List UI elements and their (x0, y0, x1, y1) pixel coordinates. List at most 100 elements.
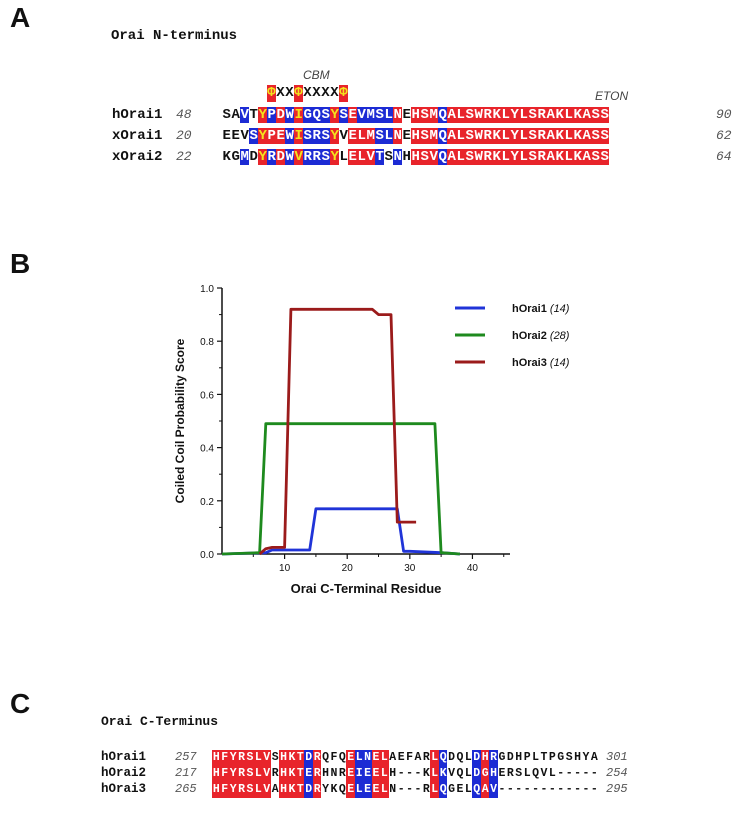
legend-label-hOrai1: hOrai1 (14) (512, 303, 570, 315)
seq-name: xOrai2 (112, 149, 163, 165)
residue: H (411, 149, 421, 165)
residue: L (564, 107, 574, 123)
residue: L (456, 107, 466, 123)
residue: W (285, 107, 295, 123)
residue: T (296, 782, 305, 798)
residue: Q (438, 750, 448, 766)
residue: Y (258, 149, 268, 165)
motif-phi: Φ (267, 85, 276, 102)
residue: S (465, 128, 475, 144)
residue: - (557, 783, 565, 796)
residue: L (380, 750, 389, 766)
residue: Y (330, 149, 340, 165)
residue: - (406, 767, 413, 780)
seq-end: 301 (606, 750, 628, 764)
residue: E (348, 149, 358, 165)
residue: L (254, 782, 263, 798)
residue: R (267, 149, 277, 165)
residue: G (303, 107, 313, 123)
residue: R (537, 149, 547, 165)
residue: V (339, 128, 348, 144)
residue: H (212, 750, 221, 766)
residue: G (448, 783, 455, 796)
residue: K (555, 149, 565, 165)
residue: L (501, 128, 511, 144)
residue: L (532, 751, 539, 764)
residue: S (528, 107, 538, 123)
residue: D (276, 107, 286, 123)
residue: T (296, 750, 305, 766)
residue: S (321, 107, 331, 123)
residue: S (321, 128, 331, 144)
residue: K (222, 149, 231, 165)
panel-c-letter: C (10, 688, 31, 719)
residue: M (366, 128, 376, 144)
residue: K (555, 128, 565, 144)
residue: R (271, 767, 279, 780)
residue: H (411, 128, 421, 144)
residue: P (267, 107, 277, 123)
residue: N (393, 128, 403, 144)
residue: W (474, 149, 484, 165)
residue: N (363, 750, 372, 766)
residue: A (590, 751, 598, 764)
residue: Q (312, 107, 322, 123)
residue: T (249, 107, 258, 123)
motif-x: X (321, 85, 330, 101)
seq-name: xOrai1 (112, 128, 163, 144)
seq-name: hOrai1 (112, 107, 163, 123)
residue: - (590, 783, 598, 796)
residue: L (519, 149, 529, 165)
seq-end: 64 (716, 149, 732, 164)
residue: D (472, 766, 482, 782)
residue: P (523, 751, 531, 764)
residue: R (303, 149, 313, 165)
residue: Y (330, 128, 340, 144)
seq-name: hOrai2 (101, 766, 147, 780)
residue: D (249, 149, 258, 165)
residue: R (312, 128, 322, 144)
motif-x: X (312, 85, 321, 101)
residue: K (573, 107, 583, 123)
y-tick-label: 0.8 (200, 337, 214, 348)
residue: T (296, 766, 305, 782)
residue: R (537, 107, 547, 123)
residue: G (557, 751, 565, 764)
residue: K (573, 149, 583, 165)
residue: R (312, 149, 322, 165)
seq-end: 254 (606, 766, 628, 780)
residue: L (380, 766, 389, 782)
residue: D (276, 149, 286, 165)
panel-b-letter: B (10, 248, 31, 279)
residue: L (354, 750, 364, 766)
residue: L (339, 149, 348, 165)
residue: S (384, 149, 393, 165)
residue: R (237, 750, 246, 766)
residue: S (245, 766, 255, 782)
residue: R (483, 107, 493, 123)
residue: L (564, 128, 574, 144)
residue: N (393, 149, 403, 165)
seq-name: hOrai1 (101, 750, 147, 764)
x-tick-label: 40 (467, 563, 479, 574)
residue: L (523, 767, 531, 780)
residue: T (375, 149, 385, 165)
residue: I (294, 128, 304, 144)
residue: R (537, 128, 547, 144)
residue: - (540, 783, 548, 796)
residue: - (574, 783, 581, 796)
residue: H (574, 751, 581, 764)
residue: S (600, 149, 610, 165)
residue: - (406, 783, 413, 796)
residue: Q (456, 751, 464, 764)
residue: S (600, 107, 610, 123)
residue: E (363, 782, 372, 798)
residue: H (489, 766, 498, 782)
cbm-label: CBM (303, 68, 330, 82)
panel-c-title: Orai C-Terminus (101, 714, 219, 729)
residue: Y (330, 107, 340, 123)
